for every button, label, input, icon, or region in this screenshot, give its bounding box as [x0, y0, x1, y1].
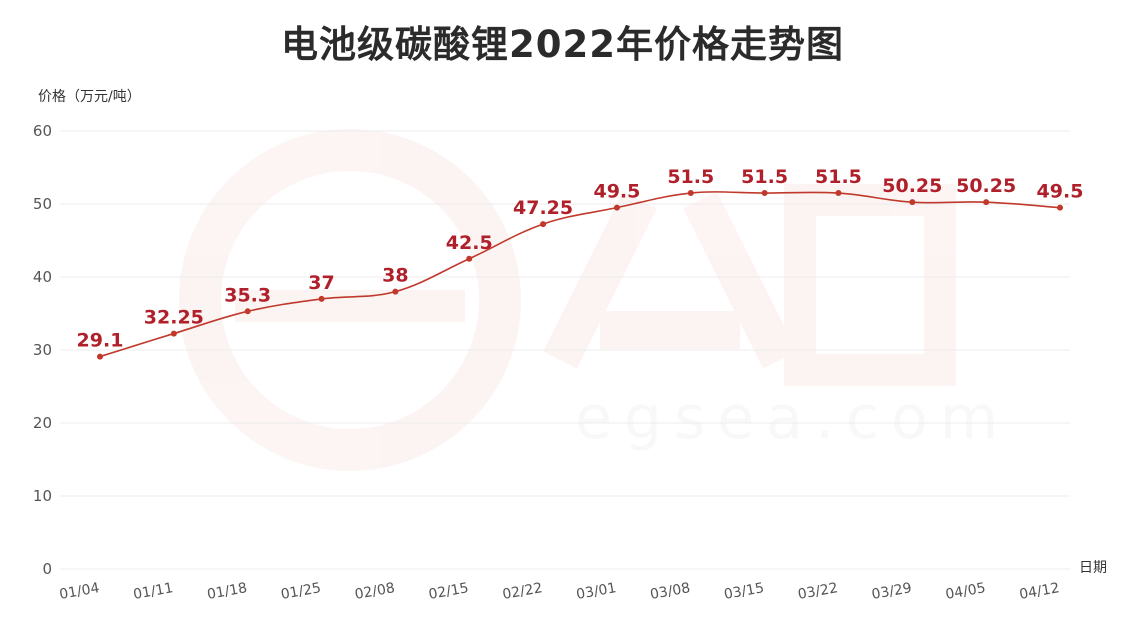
x-tick-label: 04/05 — [944, 580, 987, 603]
data-label: 49.5 — [1037, 181, 1084, 203]
data-label: 50.25 — [882, 175, 942, 197]
data-label: 50.25 — [956, 175, 1016, 197]
data-label: 51.5 — [815, 166, 862, 188]
data-label: 47.25 — [513, 197, 573, 219]
x-axis-ticks: 01/04 01/11 01/18 01/25 02/08 02/15 02/22 03/01… — [58, 580, 1061, 603]
data-point — [983, 199, 990, 206]
x-axis-label: 日期 — [1079, 560, 1107, 576]
x-tick-label: 03/15 — [723, 580, 766, 603]
x-tick-label: 03/22 — [797, 580, 840, 603]
data-label: 42.5 — [446, 232, 493, 254]
x-tick-label: 02/08 — [354, 580, 397, 603]
y-tick-label: 10 — [33, 487, 52, 505]
y-axis-ticks: 0 10 20 30 40 50 60 — [33, 122, 52, 578]
data-point — [1057, 204, 1063, 211]
y-tick-label: 20 — [33, 414, 52, 432]
data-label: 51.5 — [667, 166, 714, 188]
x-tick-label: 02/15 — [427, 580, 470, 603]
y-tick-label: 30 — [33, 341, 52, 359]
data-points — [97, 190, 1063, 360]
x-tick-label: 03/08 — [649, 580, 692, 603]
data-point — [835, 190, 842, 197]
data-label: 29.1 — [77, 330, 124, 352]
x-tick-label: 04/12 — [1018, 580, 1061, 603]
watermark-text: egsea.com — [575, 383, 1010, 453]
data-point — [613, 204, 620, 211]
y-axis-label: 价格（万元/吨） — [38, 89, 141, 105]
y-tick-label: 0 — [42, 560, 52, 578]
x-tick-label: 02/22 — [501, 580, 544, 603]
chart-title: 电池级碳酸锂2022年价格走势图 — [281, 23, 844, 66]
data-label: 38 — [382, 265, 408, 287]
x-tick-label: 03/01 — [575, 580, 618, 603]
data-labels: 29.1 32.25 35.3 37 38 42.5 47.25 49.5 51.5 51.5 51… — [77, 166, 1084, 352]
data-label: 32.25 — [144, 307, 204, 329]
x-tick-label: 03/29 — [870, 580, 913, 603]
x-tick-label: 01/04 — [58, 580, 101, 603]
y-tick-label: 60 — [33, 122, 52, 140]
series-line — [99, 191, 1061, 358]
x-tick-label: 01/11 — [132, 580, 175, 603]
grid-lines — [60, 130, 1070, 570]
data-point — [466, 255, 473, 262]
data-point — [540, 221, 547, 228]
data-point — [170, 330, 177, 337]
series-path — [99, 191, 1061, 358]
data-point — [761, 190, 768, 197]
data-point — [244, 308, 251, 315]
data-label: 37 — [308, 272, 334, 294]
data-label: 35.3 — [224, 284, 271, 306]
data-point — [392, 288, 399, 295]
data-point — [97, 353, 103, 360]
data-point — [909, 199, 916, 206]
data-point — [318, 295, 325, 302]
x-tick-label: 01/25 — [280, 580, 323, 603]
data-label: 51.5 — [741, 166, 788, 188]
y-tick-label: 50 — [33, 195, 52, 213]
x-tick-label: 01/18 — [206, 580, 249, 603]
data-label: 49.5 — [593, 181, 640, 203]
data-point — [687, 190, 694, 197]
y-tick-label: 40 — [33, 268, 52, 286]
